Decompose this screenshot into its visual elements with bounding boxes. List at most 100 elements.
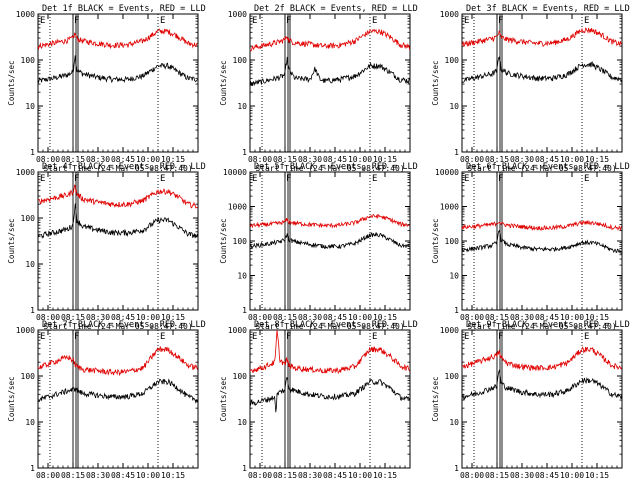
interval-marker-label: F bbox=[286, 332, 291, 342]
x-tick-label: 10:00 bbox=[136, 313, 160, 322]
y-tick-label: 1000 bbox=[228, 203, 247, 212]
x-tick-label: 08:00 bbox=[36, 155, 60, 164]
panel-det-6: Det 6f BLACK = Events, RED = LLD 1 10 100 10… bbox=[431, 162, 630, 331]
x-tick-label: 08:00 bbox=[248, 471, 272, 480]
events-series-line bbox=[37, 203, 198, 239]
panel-det-3: Det 3f BLACK = Events, RED = LLD 1 10 100 10… bbox=[431, 4, 630, 173]
x-axis-label: Start Time (24-Mar-05 08:47:40) bbox=[467, 164, 616, 173]
y-tick-label: 100 bbox=[445, 56, 460, 65]
plot-frame bbox=[461, 13, 623, 153]
x-tick-label: 08:45 bbox=[111, 471, 135, 480]
y-tick-label: 10000 bbox=[223, 168, 247, 177]
interval-marker-label: E bbox=[464, 174, 469, 184]
panel-det-9: Det 9f BLACK = Events, RED = LLD 1 10 100 10… bbox=[431, 320, 630, 480]
x-tick-label: 08:15 bbox=[61, 471, 85, 480]
interval-marker-label: F bbox=[286, 16, 291, 26]
y-tick-label: 10 bbox=[25, 102, 35, 111]
x-tick-label: 10:00 bbox=[348, 155, 372, 164]
x-tick-label: 08:30 bbox=[510, 155, 534, 164]
interval-marker-label: E bbox=[372, 174, 377, 184]
y-axis-label: Counts/sec bbox=[7, 376, 16, 421]
x-tick-label: 10:15 bbox=[373, 155, 397, 164]
panel-title: Det 8f BLACK = Events, RED = LLD bbox=[254, 320, 418, 330]
panel-title: Det 5f BLACK = Events, RED = LLD bbox=[254, 162, 418, 172]
interval-marker-label: E bbox=[252, 16, 257, 26]
x-tick-label: 10:15 bbox=[585, 313, 609, 322]
x-tick-label: 10:15 bbox=[585, 471, 609, 480]
events-series-line bbox=[249, 56, 410, 86]
plot-frame bbox=[249, 329, 411, 469]
y-tick-label: 100 bbox=[233, 237, 248, 246]
plot-frame bbox=[37, 329, 199, 469]
y-axis-label: Counts/sec bbox=[219, 218, 228, 263]
y-axis-label: Counts/sec bbox=[431, 376, 440, 421]
panel-title: Det 1f BLACK = Events, RED = LLD bbox=[42, 4, 206, 14]
y-tick-label: 100 bbox=[233, 56, 248, 65]
interval-marker-label: F bbox=[498, 16, 503, 26]
panel-title: Det 2f BLACK = Events, RED = LLD bbox=[254, 4, 418, 14]
lld-series-line bbox=[249, 28, 410, 52]
panel-det-5: Det 5f BLACK = Events, RED = LLD 1 10 100 10… bbox=[219, 162, 418, 331]
y-tick-label: 1000 bbox=[440, 10, 459, 19]
y-tick-label: 100 bbox=[445, 237, 460, 246]
y-tick-label: 10 bbox=[237, 418, 247, 427]
panel-title: Det 7f BLACK = Events, RED = LLD bbox=[42, 320, 206, 330]
interval-marker-label: E bbox=[252, 332, 257, 342]
lld-series-line bbox=[37, 184, 198, 209]
x-axis-label: Start Time (24-Mar-05 08:47:40) bbox=[43, 322, 192, 331]
interval-marker-label: E bbox=[40, 16, 45, 26]
interval-marker-label: E bbox=[160, 332, 165, 342]
x-tick-label: 10:00 bbox=[348, 471, 372, 480]
x-tick-label: 10:15 bbox=[161, 471, 185, 480]
y-tick-label: 10000 bbox=[435, 168, 459, 177]
y-tick-label: 10 bbox=[237, 102, 247, 111]
plot-frame bbox=[461, 171, 623, 311]
interval-marker-label: F bbox=[498, 174, 503, 184]
y-axis-label: Counts/sec bbox=[431, 218, 440, 263]
lld-series-line bbox=[461, 219, 622, 232]
x-axis-label: Start Time (24-Mar-05 08:47:40) bbox=[255, 322, 404, 331]
y-tick-label: 1 bbox=[242, 148, 247, 157]
panel-det-1: Det 1f BLACK = Events, RED = LLD 1 10 100 10… bbox=[7, 4, 206, 173]
x-tick-label: 08:30 bbox=[510, 313, 534, 322]
x-tick-label: 08:45 bbox=[535, 471, 559, 480]
panel-title: Det 3f BLACK = Events, RED = LLD bbox=[466, 4, 630, 14]
interval-marker-label: E bbox=[584, 174, 589, 184]
x-tick-label: 08:15 bbox=[273, 155, 297, 164]
x-tick-label: 08:30 bbox=[86, 471, 110, 480]
y-tick-label: 10 bbox=[237, 272, 247, 281]
lld-series-line bbox=[461, 27, 622, 47]
events-series-line bbox=[461, 229, 622, 255]
y-axis-label: Counts/sec bbox=[431, 60, 440, 105]
lld-series-line bbox=[37, 345, 198, 377]
panel-det-8: Det 8f BLACK = Events, RED = LLD 1 10 100 10… bbox=[219, 320, 418, 480]
events-series-line bbox=[249, 232, 410, 250]
interval-marker-label: E bbox=[464, 332, 469, 342]
interval-marker-label: F bbox=[498, 332, 503, 342]
y-tick-label: 100 bbox=[445, 372, 460, 381]
panel-title: Det 6f BLACK = Events, RED = LLD bbox=[466, 162, 630, 172]
interval-marker-label: E bbox=[160, 16, 165, 26]
x-tick-label: 08:45 bbox=[535, 313, 559, 322]
x-tick-label: 08:30 bbox=[86, 313, 110, 322]
x-tick-label: 08:45 bbox=[323, 471, 347, 480]
panel-title: Det 4f BLACK = Events, RED = LLD bbox=[42, 162, 206, 172]
x-tick-label: 10:15 bbox=[373, 313, 397, 322]
y-tick-label: 1 bbox=[30, 148, 35, 157]
x-tick-label: 08:15 bbox=[273, 313, 297, 322]
x-tick-label: 08:00 bbox=[460, 313, 484, 322]
x-tick-label: 08:00 bbox=[248, 155, 272, 164]
x-tick-label: 08:15 bbox=[485, 155, 509, 164]
lld-series-line bbox=[249, 329, 410, 375]
x-tick-label: 08:00 bbox=[248, 313, 272, 322]
interval-marker-label: F bbox=[74, 174, 79, 184]
y-axis-label: Counts/sec bbox=[7, 218, 16, 263]
events-series-line bbox=[249, 377, 410, 413]
x-tick-label: 08:00 bbox=[460, 155, 484, 164]
interval-marker-label: E bbox=[464, 16, 469, 26]
y-tick-label: 10 bbox=[25, 418, 35, 427]
interval-marker-label: F bbox=[74, 16, 79, 26]
y-tick-label: 100 bbox=[21, 214, 36, 223]
x-tick-label: 08:30 bbox=[86, 155, 110, 164]
y-tick-label: 1 bbox=[242, 306, 247, 315]
